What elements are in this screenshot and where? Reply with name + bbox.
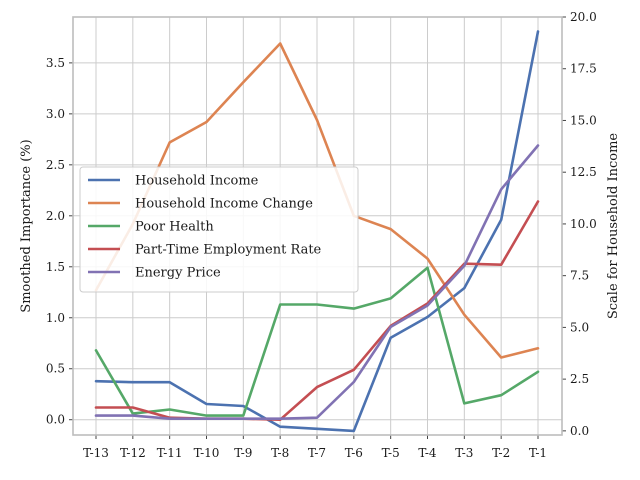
right-tick-label: 0.0 [570, 424, 589, 438]
x-tick-label: T-3 [455, 446, 473, 460]
legend-label-energy-price: Energy Price [135, 266, 221, 281]
legend-label-part-time-employment-rate: Part-Time Employment Rate [135, 243, 322, 258]
legend-box [79, 166, 359, 293]
left-axis-label: Smoothed Importance (%) [19, 139, 34, 312]
x-tick-label: T-13 [83, 446, 109, 460]
legend-label-household-income: Household Income [135, 174, 259, 189]
series-line-household-income-change [94, 42, 540, 359]
left-tick-label: 2.0 [46, 209, 65, 223]
x-axis-ticks: T-13 T-12 T-11 T-10 T-9 T-8 T-7 T-6 T-5 T-4 T-3 T-2… [83, 435, 547, 460]
series-line-household-income [94, 30, 540, 433]
left-tick-label: 0.0 [46, 413, 65, 427]
left-tick-label: 3.5 [46, 56, 65, 70]
right-tick-label: 15.0 [570, 113, 597, 127]
x-tick-label: T-7 [308, 446, 326, 460]
right-tick-label: 10.0 [570, 217, 597, 231]
x-tick-label: T-2 [492, 446, 510, 460]
x-tick-label: T-4 [418, 446, 437, 460]
right-tick-label: 5.0 [570, 320, 589, 334]
right-tick-label: 20.0 [570, 10, 597, 24]
x-tick-label: T-11 [157, 446, 183, 460]
series-lines [94, 30, 540, 433]
series-line-energy-price [94, 144, 540, 421]
x-tick-label: T-9 [234, 446, 252, 460]
left-tick-label: 3.0 [46, 107, 65, 121]
plot-frame [72, 16, 563, 436]
x-tick-label: T-6 [345, 446, 363, 460]
right-axis-ticks: 0.0 2.5 5.0 7.5 10.0 12.5 15.0 17.5 20.0 [562, 10, 597, 438]
x-tick-label: T-1 [529, 446, 547, 460]
left-tick-label: 1.0 [46, 311, 65, 325]
x-tick-label: T-10 [194, 446, 220, 460]
x-tick-label: T-12 [120, 446, 146, 460]
x-tick-label: T-5 [382, 446, 400, 460]
right-tick-label: 12.5 [570, 165, 597, 179]
legend-label-household-income-change: Household Income Change [135, 197, 313, 212]
right-tick-label: 2.5 [570, 372, 589, 386]
x-tick-label: T-8 [271, 446, 289, 460]
right-axis-label: Scale for Household Income [606, 133, 621, 320]
legend-label-poor-health: Poor Health [135, 220, 214, 235]
series-line-poor-health [94, 266, 540, 417]
legend: Household Income Household Income Change P… [79, 166, 359, 293]
left-tick-label: 0.5 [46, 362, 65, 376]
left-tick-label: 1.5 [46, 260, 65, 274]
left-tick-label: 2.5 [46, 158, 65, 172]
right-tick-label: 7.5 [570, 269, 589, 283]
left-axis-ticks: 0.0 0.5 1.0 1.5 2.0 2.5 3.0 3.5 [46, 56, 73, 427]
right-tick-label: 17.5 [570, 62, 597, 76]
